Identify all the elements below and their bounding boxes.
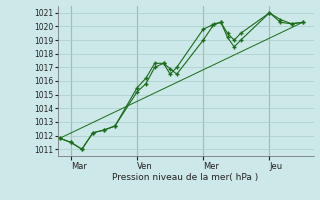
X-axis label: Pression niveau de la mer( hPa ): Pression niveau de la mer( hPa ) xyxy=(112,173,259,182)
